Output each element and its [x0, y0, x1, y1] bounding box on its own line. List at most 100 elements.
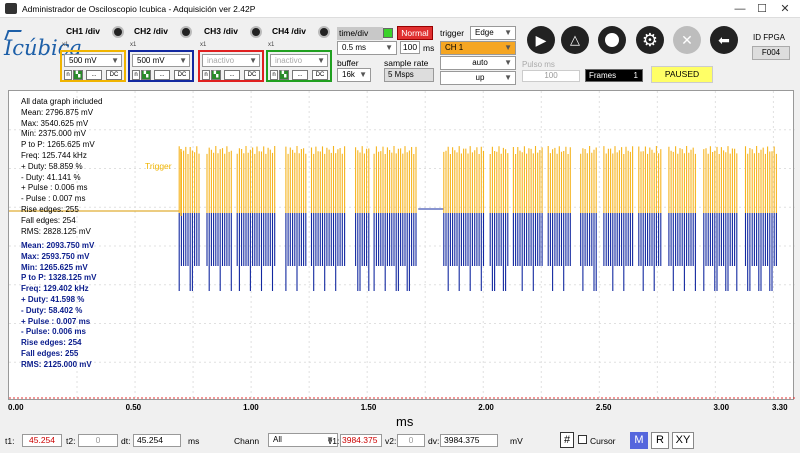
stop-icon — [605, 33, 619, 47]
ch3-probe-icon[interactable]: ▚ — [211, 70, 221, 80]
ch2-volts-select[interactable]: 500 mV ▼ — [132, 54, 190, 67]
ch2-knob[interactable] — [180, 26, 192, 38]
ch4-volts-select[interactable]: inactivo ▼ — [270, 54, 328, 67]
dt-value: 45.254 — [133, 434, 181, 447]
ch3-dots-button[interactable]: ... — [224, 70, 240, 80]
trigger-marker: Trigger — [145, 161, 172, 171]
settings-button[interactable]: ⚙ — [636, 26, 664, 54]
ch4-n-button[interactable]: n — [270, 70, 278, 80]
ch2-measure-line: Mean: 2093.750 mV — [21, 241, 95, 250]
ch2-measure-line: Freq: 129.402 kHz — [21, 284, 89, 294]
ch4-volts-value: inactivo — [275, 56, 303, 65]
dt-label: dt: — [121, 436, 131, 446]
ch2-measure-line: Min: 1265.625 mV — [21, 262, 88, 272]
ch1-knob[interactable] — [112, 26, 124, 38]
clear-button[interactable]: ✕ — [673, 26, 701, 54]
ch4-dots-button[interactable]: ... — [292, 70, 308, 80]
pulse-input[interactable]: 100 — [522, 70, 580, 82]
ch2-box: 500 mV ▼ n ▚ ... DC — [128, 50, 194, 82]
scope-graph[interactable]: All data graph included Mean: 2796.875 mV… — [8, 90, 795, 401]
t1-input[interactable]: 45.254 — [22, 434, 62, 447]
trigger-mode-select[interactable]: auto ▼ — [440, 56, 516, 70]
x-tick-label: 1.50 — [360, 403, 377, 412]
ch1-probe-icon[interactable]: ▚ — [73, 70, 83, 80]
xy-button[interactable]: XY — [672, 432, 694, 449]
timediv-select[interactable]: 0.5 ms ▼ — [337, 41, 397, 55]
ch2-trace — [178, 213, 777, 291]
v1-label: v1: — [328, 436, 340, 446]
back-button[interactable]: ⬅ — [710, 26, 738, 54]
ch1-dc-button[interactable]: DC — [106, 70, 122, 80]
r-button[interactable]: R — [651, 432, 669, 449]
ch1-measure-line: - Duty: 41.141 % — [21, 172, 81, 182]
ch2-probe-icon[interactable]: ▚ — [141, 70, 151, 80]
ch1-label: CH1 /div — [66, 26, 101, 36]
ch1-trace — [178, 146, 777, 213]
ms-input[interactable]: 100 — [400, 41, 420, 54]
ch2-measure-line: - Duty: 58.402 % — [21, 305, 83, 315]
ch1-volts-select[interactable]: 500 mV ▼ — [64, 54, 122, 67]
single-shot-button[interactable]: △ — [561, 26, 589, 54]
buffer-label: buffer — [337, 58, 359, 68]
ch2-multiplier: x1 — [130, 42, 137, 48]
ch4-dc-button[interactable]: DC — [312, 70, 328, 80]
t2-input[interactable]: 0 — [78, 434, 118, 447]
chevron-down-icon: ▼ — [326, 435, 334, 444]
cursor-label: Cursor — [590, 436, 616, 446]
ch4-box: inactivo ▼ n ▚ ... DC — [266, 50, 332, 82]
logo: Icúbica — [4, 30, 82, 72]
chevron-down-icon: ▼ — [504, 58, 512, 67]
ch3-volts-value: inactivo — [207, 56, 235, 65]
close-button[interactable]: ✕ — [780, 3, 790, 15]
ch1-measure-line: Rise edges: 255 — [21, 204, 79, 214]
ch2-measurements: Mean: 2093.750 mV Max: 2593.750 mV Min: 12… — [21, 241, 96, 371]
ch4-probe-icon[interactable]: ▚ — [279, 70, 289, 80]
cursor-checkbox[interactable] — [578, 435, 587, 444]
trigger-slope-value: up — [475, 73, 485, 82]
x-tick-label: 2.00 — [478, 403, 494, 412]
chevron-down-icon: ▼ — [504, 43, 512, 52]
trigger-slope-select[interactable]: up ▼ — [440, 71, 516, 85]
frames-value: 1 — [633, 71, 638, 80]
frames-label: Frames — [589, 71, 617, 80]
v1-input[interactable]: 3984.375 — [340, 434, 382, 447]
ch3-knob[interactable] — [250, 26, 262, 38]
stop-button[interactable] — [598, 26, 626, 54]
mode-indicator[interactable]: Normal — [397, 26, 433, 40]
ch2-dots-button[interactable]: ... — [154, 70, 170, 80]
ch2-measure-line: Rise edges: 254 — [21, 338, 82, 348]
chevron-down-icon: ▼ — [504, 28, 512, 37]
ch4-knob[interactable] — [318, 26, 330, 38]
ch1-multiplier: x1 — [62, 42, 69, 48]
chevron-down-icon: ▼ — [317, 56, 325, 65]
maximize-button[interactable]: ☐ — [757, 3, 767, 15]
minimize-button[interactable]: — — [734, 3, 746, 15]
dt-unit: ms — [188, 436, 200, 446]
buffer-select[interactable]: 16k ▼ — [337, 68, 371, 82]
ch4-label: CH4 /div — [272, 26, 307, 36]
ch1-volts-value: 500 mV — [69, 56, 97, 65]
status-badge: PAUSED — [651, 66, 713, 83]
play-button[interactable]: ▶ — [527, 26, 555, 54]
m-button[interactable]: M — [630, 432, 648, 449]
fpga-id: F004 — [752, 46, 790, 60]
trigger-type-select[interactable]: Edge ▼ — [470, 26, 516, 40]
chann-select[interactable]: All ▼ — [268, 433, 338, 447]
ch1-dots-button[interactable]: ... — [86, 70, 102, 80]
ch3-n-button[interactable]: n — [202, 70, 210, 80]
ch3-volts-select[interactable]: inactivo ▼ — [202, 54, 260, 67]
ch3-multiplier: x1 — [200, 42, 207, 48]
ch2-dc-button[interactable]: DC — [174, 70, 190, 80]
ch2-n-button[interactable]: n — [132, 70, 140, 80]
ch1-n-button[interactable]: n — [64, 70, 72, 80]
ch3-box: inactivo ▼ n ▚ ... DC — [198, 50, 264, 82]
ch3-label: CH3 /div — [204, 26, 239, 36]
grid-toggle-button[interactable]: # — [560, 432, 574, 448]
trigger-channel-value: CH 1 — [445, 43, 464, 52]
ch2-measure-line: - Pulse: 0.006 ms — [21, 327, 86, 337]
v2-input[interactable]: 0 — [397, 434, 425, 447]
ch1-measurements: All data graph included Mean: 2796.875 mV… — [21, 97, 102, 237]
trigger-channel-select[interactable]: CH 1 ▼ — [440, 41, 516, 55]
ch3-dc-button[interactable]: DC — [244, 70, 260, 80]
buffer-value: 16k — [342, 70, 355, 79]
